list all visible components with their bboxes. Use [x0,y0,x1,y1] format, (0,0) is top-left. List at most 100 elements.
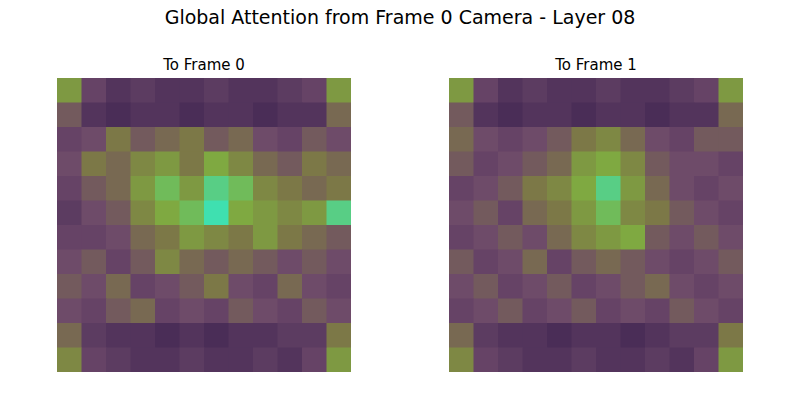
heatmap-cell [474,348,499,373]
heatmap-cell [523,299,548,324]
heatmap-cell [572,225,597,250]
heatmap-cell [204,103,229,128]
heatmap-cell [547,250,572,275]
heatmap-cell [106,127,131,152]
heatmap-cell [253,348,278,373]
heatmap-cell [596,127,621,152]
heatmap-cell [719,103,744,128]
heatmap-cell [155,323,180,348]
heatmap-cell [523,323,548,348]
heatmap [449,78,743,372]
heatmap-cell [474,323,499,348]
heatmap-cell [278,127,303,152]
heatmap-cell [523,201,548,226]
heatmap-cell [204,201,229,226]
heatmap-cell [302,299,327,324]
heatmap-cell [694,201,719,226]
heatmap-cell [547,176,572,201]
heatmap-cell [719,274,744,299]
heatmap-cell [670,225,695,250]
heatmap-cell [719,127,744,152]
heatmap-cell [204,78,229,103]
heatmap-cell [596,225,621,250]
heatmap-cell [474,274,499,299]
heatmap-cell [229,274,254,299]
heatmap-cell [278,78,303,103]
heatmap-cell [670,323,695,348]
heatmap-cell [498,176,523,201]
heatmap-cell [57,250,82,275]
heatmap-cell [253,127,278,152]
heatmap-cell [327,103,352,128]
heatmap-cell [278,323,303,348]
heatmap-cell [596,250,621,275]
heatmap-cell [449,299,474,324]
heatmap-cell [131,348,156,373]
heatmap-cell [302,348,327,373]
heatmap-cell [523,152,548,177]
heatmap-cell [645,225,670,250]
heatmap-cell [449,176,474,201]
heatmap-cell [106,299,131,324]
heatmap-cell [106,176,131,201]
heatmap-cell [229,201,254,226]
heatmap-cell [302,127,327,152]
heatmap-cell [155,201,180,226]
heatmap-cell [572,348,597,373]
heatmap-cell [523,78,548,103]
heatmap-cell [523,274,548,299]
heatmap-cell [645,274,670,299]
heatmap-cell [621,323,646,348]
heatmap-cell [180,323,205,348]
heatmap-cell [302,274,327,299]
heatmap-cell [645,176,670,201]
heatmap-cell [670,152,695,177]
heatmap-cell [498,225,523,250]
heatmap-cell [719,152,744,177]
heatmap-cell [204,250,229,275]
heatmap-cell [596,176,621,201]
heatmap-cell [523,225,548,250]
heatmap-cell [278,299,303,324]
heatmap-cell [670,299,695,324]
heatmap-cell [327,152,352,177]
heatmap-cell [694,274,719,299]
heatmap-cell [155,152,180,177]
heatmap-cell [253,250,278,275]
heatmap-cell [523,127,548,152]
heatmap-cell [253,274,278,299]
heatmap [57,78,351,372]
heatmap-cell [596,201,621,226]
heatmap-cell [596,274,621,299]
heatmap-cell [327,323,352,348]
heatmap-cell [131,225,156,250]
heatmap-cell [547,152,572,177]
heatmap-cell [131,201,156,226]
heatmap-cell [253,323,278,348]
heatmap-cell [155,274,180,299]
heatmap-cell [596,299,621,324]
heatmap-cell [523,176,548,201]
heatmap-cell [498,250,523,275]
heatmap-cell [621,274,646,299]
heatmap-cell [498,201,523,226]
heatmap-cell [449,201,474,226]
heatmap-cell [278,225,303,250]
heatmap-cell [670,78,695,103]
heatmap-cell [302,176,327,201]
heatmap-cell [670,250,695,275]
heatmap-cell [278,201,303,226]
heatmap-cell [645,250,670,275]
heatmap-cell [155,299,180,324]
heatmap-cell [278,348,303,373]
heatmap-cell [57,103,82,128]
heatmap-cell [106,225,131,250]
heatmap-cell [523,103,548,128]
heatmap-cell [719,323,744,348]
heatmap-cell [694,299,719,324]
heatmap-cell [670,176,695,201]
heatmap-cell [547,201,572,226]
heatmap-cell [474,299,499,324]
heatmap-cell [278,250,303,275]
heatmap-cell [596,78,621,103]
